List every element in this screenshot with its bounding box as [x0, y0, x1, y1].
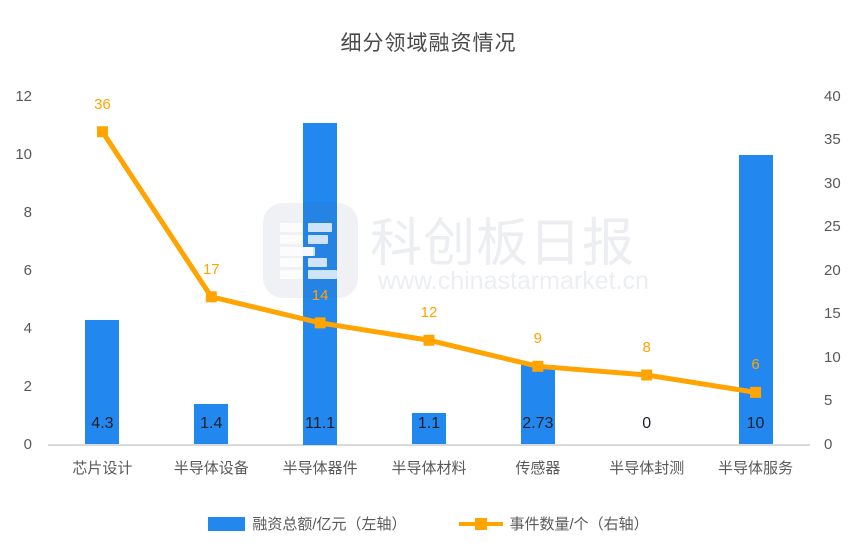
logo-block — [280, 258, 302, 267]
line-series-swatch-icon — [458, 517, 503, 531]
line-value-label: 14 — [311, 286, 329, 304]
logo-block — [280, 223, 302, 232]
bar-value-label: 10 — [746, 415, 765, 432]
financing-bar — [412, 412, 446, 445]
logo-block — [280, 235, 302, 244]
left-axis-tick-label: 6 — [23, 261, 32, 279]
logo-block — [308, 258, 327, 267]
left-axis-tick-label: 0 — [23, 435, 32, 453]
left-axis-tick-label: 8 — [23, 203, 32, 221]
logo-block — [308, 235, 328, 244]
right-axis-tick-label: 20 — [824, 261, 841, 279]
left-axis-tick-label: 10 — [15, 145, 32, 163]
financing-bar — [85, 319, 120, 445]
logo-block — [308, 270, 337, 279]
x-axis-baseline — [48, 444, 810, 446]
category-label: 传感器 — [515, 460, 561, 477]
right-axis-tick-label: 35 — [824, 131, 841, 149]
line-marker — [750, 386, 762, 398]
bar-value-label: 2.73 — [522, 415, 554, 432]
right-axis-tick-label: 10 — [824, 348, 841, 366]
line-value-label: 17 — [202, 260, 220, 278]
bar-value-label: 1.4 — [200, 415, 223, 432]
financing-bar — [194, 403, 229, 445]
bar-value-label: 0 — [642, 415, 652, 432]
category-label: 半导体服务 — [718, 460, 794, 477]
bar-value-label: 11.1 — [305, 415, 336, 432]
line-value-label: 8 — [642, 339, 651, 356]
right-axis-tick-label: 25 — [824, 218, 841, 236]
right-axis-tick-label: 30 — [824, 174, 841, 192]
bar-series-swatch-icon — [208, 516, 246, 531]
logo-block — [303, 247, 315, 256]
left-axis-tick-label: 2 — [23, 377, 32, 395]
financing-bar — [303, 123, 338, 445]
line-marker — [205, 291, 217, 303]
star-market-daily-logo — [263, 203, 358, 298]
legend-label: 事件数量/个（右轴） — [509, 516, 649, 533]
legend-label: 融资总额/亿元（左轴） — [252, 516, 407, 533]
logo-block — [280, 270, 302, 279]
line-value-label: 12 — [420, 304, 438, 322]
line-marker — [641, 369, 653, 381]
category-label: 半导体封测 — [609, 460, 685, 477]
legend: 融资总额/亿元（左轴） 事件数量/个（右轴） — [0, 513, 857, 534]
bar-value-label: 1.1 — [417, 415, 441, 432]
watermark-url-text: www.chinastarmarket.cn — [378, 267, 649, 295]
line-value-label: 36 — [94, 95, 111, 113]
right-axis-tick-label: 15 — [824, 305, 841, 323]
right-axis-tick-label: 0 — [824, 435, 833, 453]
right-axis-tick-label: 5 — [824, 392, 833, 410]
watermark-brand-text: 科创板日报 — [370, 215, 636, 273]
line-value-label: 6 — [751, 356, 760, 374]
logo-block — [280, 247, 313, 256]
right-axis-tick-label: 40 — [824, 88, 841, 105]
category-label: 半导体器件 — [282, 460, 358, 477]
category-label: 半导体设备 — [173, 460, 249, 477]
financing-bar — [520, 365, 555, 445]
line-marker — [96, 126, 108, 138]
category-label: 芯片设计 — [72, 460, 133, 477]
left-axis-tick-label: 4 — [23, 319, 32, 337]
category-label: 半导体材料 — [391, 460, 467, 477]
line-value-label: 9 — [533, 330, 543, 348]
legend-item-financing-total: 融资总额/亿元（左轴） — [208, 513, 407, 534]
line-marker — [314, 317, 326, 329]
legend-item-event-count: 事件数量/个（右轴） — [458, 513, 649, 534]
left-axis-tick-label: 12 — [15, 88, 32, 105]
line-marker — [532, 360, 544, 372]
line-marker — [423, 334, 435, 346]
logo-block — [308, 223, 332, 232]
chart-title: 细分领域融资情况 — [340, 32, 517, 55]
bar-value-label: 4.3 — [91, 415, 114, 432]
